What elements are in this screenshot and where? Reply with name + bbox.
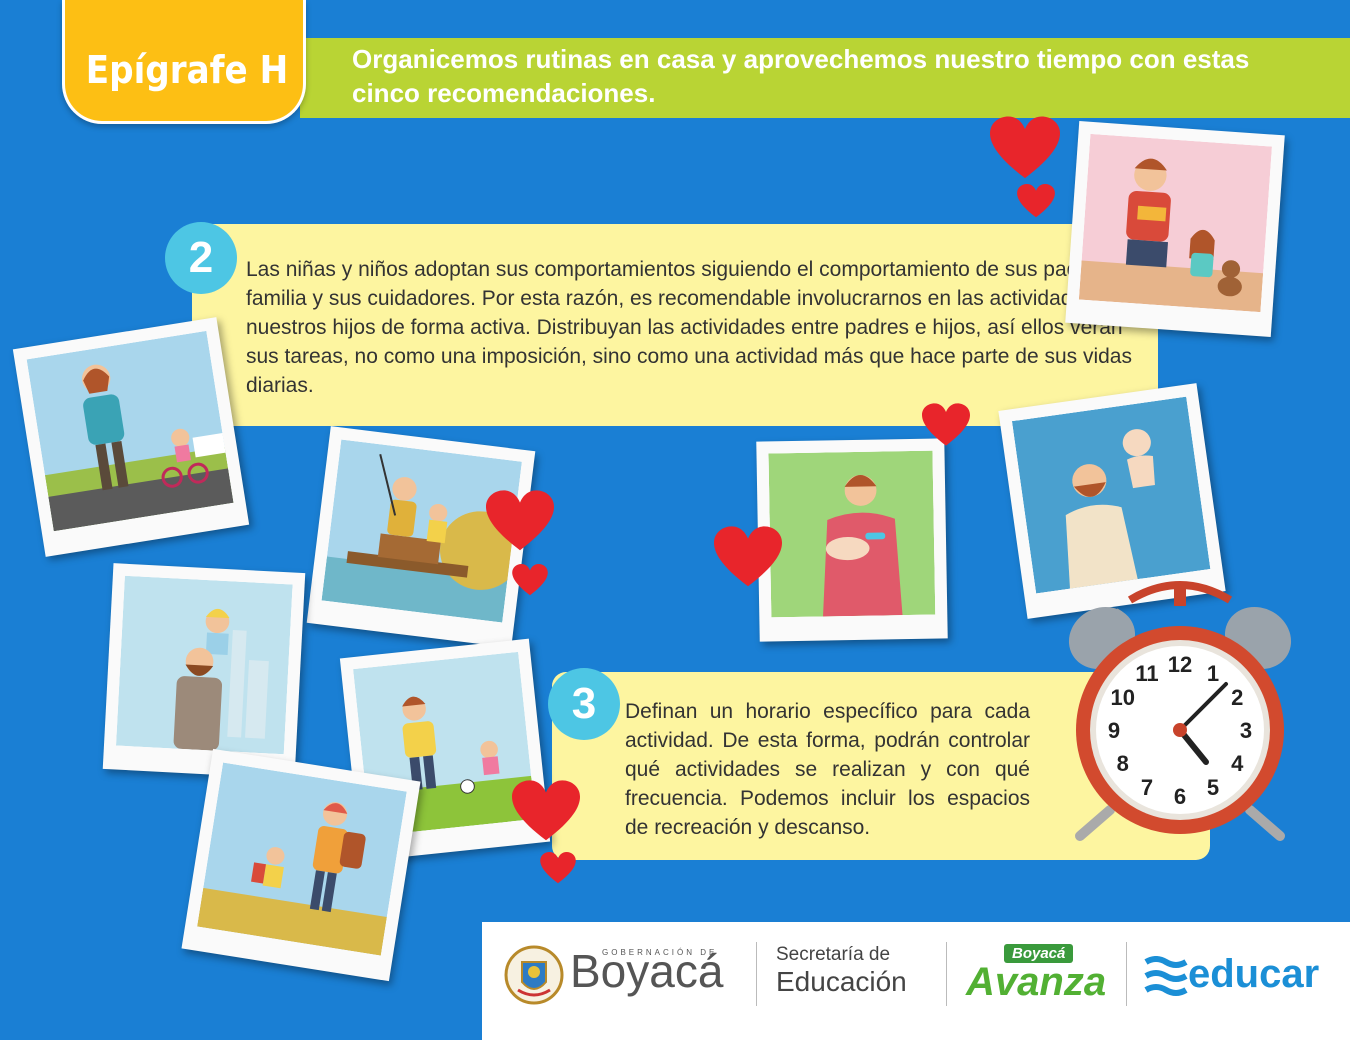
coat-of-arms-icon xyxy=(504,945,564,1005)
tip-3-number: 3 xyxy=(548,668,620,740)
divider xyxy=(946,942,947,1006)
boyaca-avanza-tag: Boyacá xyxy=(1004,944,1074,963)
clock-numeral: 5 xyxy=(1207,775,1219,800)
tip-3-text: Definan un horario específico para cada … xyxy=(625,700,1030,839)
section-tag-label: Epígrafe H xyxy=(85,48,289,92)
educacion-label: Educación xyxy=(776,966,907,997)
avanza-wordmark: Avanza xyxy=(966,960,1107,1004)
headline-bar xyxy=(300,38,1350,118)
heart-icon xyxy=(714,526,782,587)
gobernacion-label: GOBERNACIÓN DE xyxy=(602,948,718,957)
clock-numeral: 3 xyxy=(1240,718,1252,743)
heart-icon xyxy=(922,403,970,446)
boyaca-wordmark: Boyacá xyxy=(570,945,724,997)
photo-lifting-baby xyxy=(998,383,1226,619)
clock-numeral: 2 xyxy=(1231,685,1243,710)
tip-2-text: Las niñas y niños adoptan sus comportami… xyxy=(246,258,1142,397)
photo-father-bike xyxy=(12,317,250,557)
heart-icon xyxy=(512,780,580,841)
photo-shoulder-ride xyxy=(102,563,306,779)
headline: Organicemos rutinas en casa y aprovechem… xyxy=(352,44,1250,108)
divider xyxy=(1126,942,1127,1006)
clock-numeral: 12 xyxy=(1168,652,1192,677)
clock-numeral: 9 xyxy=(1108,718,1120,743)
clock-numeral: 10 xyxy=(1111,685,1135,710)
tip-2-panel xyxy=(192,224,1158,426)
clock-numeral: 8 xyxy=(1117,751,1129,776)
footer-logos: GOBERNACIÓN DE Boyacá Secretaría de Educ… xyxy=(482,922,1350,1040)
photo-feeding-baby xyxy=(756,438,948,642)
photo-father-reading xyxy=(1065,121,1285,337)
heart-icon xyxy=(512,564,548,596)
clock-numeral: 6 xyxy=(1174,784,1186,809)
clock-numeral: 4 xyxy=(1231,751,1244,776)
section-tag: Epígrafe H xyxy=(62,0,306,124)
educar-logo-icon xyxy=(1144,956,1188,996)
divider xyxy=(756,942,757,1006)
photo-hiking xyxy=(181,748,421,982)
educar-wordmark: educar xyxy=(1188,952,1320,996)
clock-numeral: 11 xyxy=(1135,661,1158,686)
heart-icon xyxy=(486,490,554,551)
clock-numeral: 1 xyxy=(1207,661,1219,686)
tip-2-number: 2 xyxy=(165,222,237,294)
clock-numeral: 7 xyxy=(1141,775,1153,800)
secretaria-label: Secretaría de xyxy=(776,944,891,965)
heart-icon xyxy=(540,852,576,884)
heart-icon xyxy=(1017,184,1055,218)
heart-icon xyxy=(990,116,1060,179)
